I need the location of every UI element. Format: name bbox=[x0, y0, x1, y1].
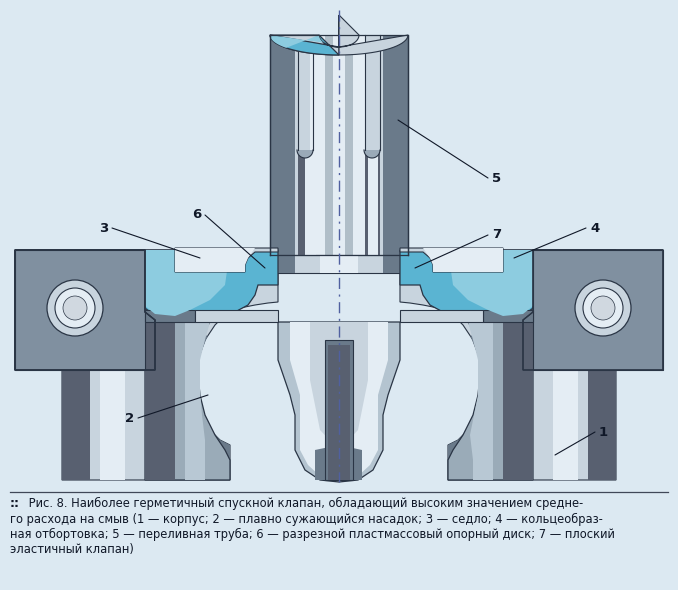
Text: 5: 5 bbox=[492, 172, 501, 185]
Polygon shape bbox=[145, 322, 175, 480]
Polygon shape bbox=[195, 310, 278, 322]
Polygon shape bbox=[636, 250, 663, 370]
Text: ная отбортовка; 5 — переливная труба; 6 — разрезной пластмассовый опорный диск; : ная отбортовка; 5 — переливная труба; 6 … bbox=[10, 528, 615, 541]
Polygon shape bbox=[468, 322, 493, 480]
Polygon shape bbox=[305, 150, 316, 256]
Polygon shape bbox=[270, 15, 339, 55]
Polygon shape bbox=[333, 35, 345, 255]
Polygon shape bbox=[448, 322, 533, 480]
Polygon shape bbox=[145, 322, 230, 480]
Text: 3: 3 bbox=[99, 221, 108, 234]
Polygon shape bbox=[553, 250, 578, 480]
Polygon shape bbox=[62, 445, 230, 480]
Polygon shape bbox=[353, 35, 366, 255]
Circle shape bbox=[583, 288, 623, 328]
Polygon shape bbox=[368, 150, 378, 256]
Bar bbox=[270, 255, 408, 273]
Polygon shape bbox=[185, 322, 210, 480]
Circle shape bbox=[575, 280, 631, 336]
Text: 1: 1 bbox=[599, 425, 608, 438]
Polygon shape bbox=[145, 310, 195, 322]
Polygon shape bbox=[600, 250, 628, 370]
Polygon shape bbox=[310, 35, 325, 255]
Polygon shape bbox=[145, 250, 278, 322]
Bar bbox=[533, 250, 663, 370]
Polygon shape bbox=[365, 150, 380, 256]
Polygon shape bbox=[310, 322, 368, 450]
Bar bbox=[15, 250, 145, 370]
Polygon shape bbox=[448, 335, 483, 480]
Polygon shape bbox=[364, 150, 380, 158]
Polygon shape bbox=[325, 35, 353, 255]
Polygon shape bbox=[15, 250, 155, 370]
Polygon shape bbox=[483, 310, 533, 322]
Text: эластичный клапан): эластичный клапан) bbox=[10, 543, 134, 556]
Polygon shape bbox=[298, 150, 313, 256]
Polygon shape bbox=[175, 248, 255, 272]
Polygon shape bbox=[315, 445, 362, 480]
Polygon shape bbox=[400, 310, 483, 322]
Polygon shape bbox=[400, 250, 616, 480]
Text: 7: 7 bbox=[492, 228, 501, 241]
Polygon shape bbox=[423, 248, 503, 272]
Polygon shape bbox=[50, 250, 78, 370]
Polygon shape bbox=[270, 35, 323, 48]
Polygon shape bbox=[175, 248, 278, 272]
Polygon shape bbox=[62, 250, 278, 480]
Polygon shape bbox=[588, 250, 616, 480]
Polygon shape bbox=[195, 335, 230, 480]
Polygon shape bbox=[15, 250, 42, 370]
Circle shape bbox=[63, 296, 87, 320]
Polygon shape bbox=[320, 255, 358, 273]
Text: 4: 4 bbox=[590, 221, 599, 234]
Text: 2: 2 bbox=[125, 411, 134, 424]
Polygon shape bbox=[400, 248, 503, 272]
Polygon shape bbox=[448, 250, 533, 316]
Polygon shape bbox=[15, 250, 155, 370]
Polygon shape bbox=[62, 445, 110, 480]
Polygon shape bbox=[295, 35, 320, 255]
Polygon shape bbox=[290, 322, 388, 478]
Polygon shape bbox=[145, 250, 230, 316]
Bar bbox=[328, 345, 350, 480]
Circle shape bbox=[591, 296, 615, 320]
Polygon shape bbox=[400, 250, 533, 322]
Polygon shape bbox=[339, 15, 408, 55]
Polygon shape bbox=[62, 250, 90, 480]
Polygon shape bbox=[503, 322, 533, 480]
Polygon shape bbox=[270, 255, 295, 273]
Polygon shape bbox=[270, 35, 295, 255]
Text: ::: :: bbox=[10, 497, 20, 510]
Text: го расхода на смыв (1 — корпус; 2 — плавно сужающийся насадок; 3 — седло; 4 — ко: го расхода на смыв (1 — корпус; 2 — плав… bbox=[10, 513, 603, 526]
Polygon shape bbox=[270, 35, 339, 55]
Bar bbox=[325, 340, 353, 480]
Polygon shape bbox=[100, 250, 125, 480]
Polygon shape bbox=[297, 150, 313, 158]
Text: Рис. 8. Наиболее герметичный спускной клапан, обладающий высоким значением средн: Рис. 8. Наиболее герметичный спускной кл… bbox=[25, 497, 583, 510]
Polygon shape bbox=[383, 255, 408, 273]
Polygon shape bbox=[15, 250, 145, 370]
Polygon shape bbox=[358, 35, 383, 255]
Circle shape bbox=[47, 280, 103, 336]
Text: 6: 6 bbox=[192, 208, 201, 221]
Polygon shape bbox=[278, 322, 400, 482]
Polygon shape bbox=[523, 250, 663, 370]
Circle shape bbox=[55, 288, 95, 328]
Polygon shape bbox=[523, 250, 663, 370]
Polygon shape bbox=[383, 35, 408, 255]
